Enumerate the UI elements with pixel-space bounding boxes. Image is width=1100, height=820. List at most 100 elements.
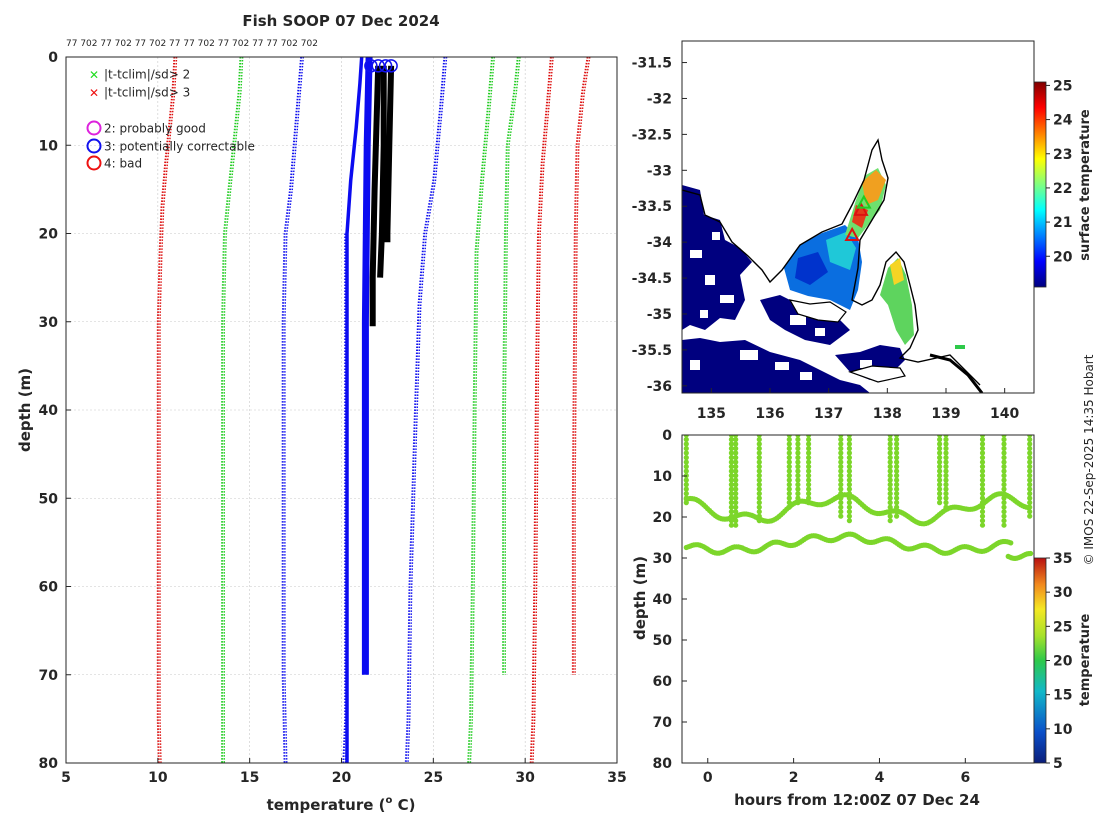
temperature-point [728, 486, 735, 492]
map-markers [844, 194, 872, 241]
temperature-point [795, 486, 801, 492]
map-x-tick-label: 136 [755, 406, 784, 422]
temperature-point [937, 459, 943, 465]
map-colorbar [1033, 81, 1047, 288]
temperature-point [979, 513, 986, 519]
temperature-point [937, 468, 943, 474]
temperature-point [795, 500, 801, 506]
temperature-point [728, 477, 735, 483]
climatology-line [281, 57, 303, 763]
temperature-point [728, 513, 735, 519]
temperature-point [786, 436, 792, 443]
temperature-point [728, 441, 735, 447]
temperature-point [683, 435, 689, 438]
temperature-colorbar-tick-label: 15 [1053, 688, 1072, 704]
temperature-point [795, 482, 801, 488]
y-axis-label: depth (m) [16, 368, 34, 452]
temperature-point [894, 509, 900, 515]
climatology-line-dup [159, 57, 178, 763]
temperature-point [838, 495, 844, 501]
temperature-point [1001, 500, 1007, 506]
climatology-line-dup [574, 57, 591, 675]
temperature-point [943, 441, 949, 447]
map-y-tick-label: -33 [647, 163, 672, 179]
temperature-point [887, 450, 893, 456]
temperature-point [795, 450, 801, 456]
temperature-point [838, 504, 844, 510]
depth-time-y-tick-label: 30 [653, 551, 673, 567]
temperature-point [894, 455, 900, 461]
climatology-line [156, 57, 176, 763]
map-colorbar-tick-label: 22 [1053, 181, 1072, 197]
temperature-point [894, 513, 900, 519]
temperature-point [683, 436, 689, 443]
temperature-point [733, 509, 739, 515]
temperature-point [943, 445, 949, 452]
depth-time-y-tick-label: 0 [662, 428, 672, 444]
temperature-point [894, 441, 900, 447]
temperature-point [943, 504, 949, 510]
temperature-point [728, 522, 735, 528]
temperature-point [683, 450, 689, 456]
temperature-point [806, 464, 812, 470]
temperature-point [756, 435, 762, 438]
temperature-point [756, 464, 762, 470]
depth-time-x-label: hours from 12:00Z 07 Dec 24 [734, 791, 980, 809]
temperature-point [937, 495, 943, 501]
y-tick-label: 10 [39, 138, 59, 154]
depth-time-y-tick-label: 80 [653, 756, 673, 772]
coast-shelf-edge [929, 353, 984, 393]
temperature-point [943, 436, 949, 443]
temperature-point [979, 504, 986, 510]
temperature-point [795, 445, 801, 452]
temperature-point [683, 459, 689, 465]
temperature-point [943, 468, 949, 474]
legend-x-marker: ✕ [89, 86, 99, 100]
temperature-point [786, 468, 792, 474]
depth-time-x-tick-label: 4 [875, 770, 885, 786]
x-axis-label: temperature (o C) [267, 795, 416, 814]
map-y-tick-label: -35.5 [632, 343, 672, 359]
temperature-point [1001, 441, 1007, 447]
temperature-point [894, 464, 900, 470]
temperature-point [786, 504, 792, 510]
temperature-point [979, 445, 986, 452]
temperature-point [683, 441, 689, 447]
temperature-point [1001, 518, 1007, 524]
temperature-point [838, 491, 844, 497]
temperature-point [887, 500, 893, 506]
temperature-point [683, 491, 689, 497]
map-cast-triangle [853, 201, 869, 216]
temperature-point [1027, 473, 1033, 479]
temperature-point [786, 450, 792, 456]
climatology-line-dup [284, 57, 304, 763]
temperature-point [728, 468, 735, 474]
temperature-point [846, 445, 853, 452]
temperature-point [728, 435, 734, 438]
temperature-point [728, 450, 735, 456]
temperature-point [894, 445, 900, 452]
map-colorbar-tick-label: 23 [1053, 147, 1072, 163]
temperature-point [786, 491, 792, 497]
sst-stvincent-green [880, 258, 914, 345]
temperature-point [733, 486, 739, 492]
climatology-line [529, 57, 552, 763]
temperature-point [838, 464, 844, 470]
temperature-point [1028, 550, 1034, 557]
temperature-point [887, 491, 893, 497]
map-colorbar-label: surface temperature [1078, 109, 1093, 261]
climatology-line-dup [407, 57, 448, 763]
temperature-point [683, 455, 689, 461]
x-tick-label: 25 [424, 770, 443, 786]
temperature-profile [384, 65, 395, 243]
map-y-tick-label: -34 [647, 235, 673, 251]
temperature-point [806, 486, 812, 492]
sst-gulf-deep [795, 252, 828, 285]
temperature-point [838, 468, 844, 474]
temperature-point [756, 518, 762, 524]
temperature-point [756, 468, 762, 474]
temperature-point [683, 477, 689, 483]
